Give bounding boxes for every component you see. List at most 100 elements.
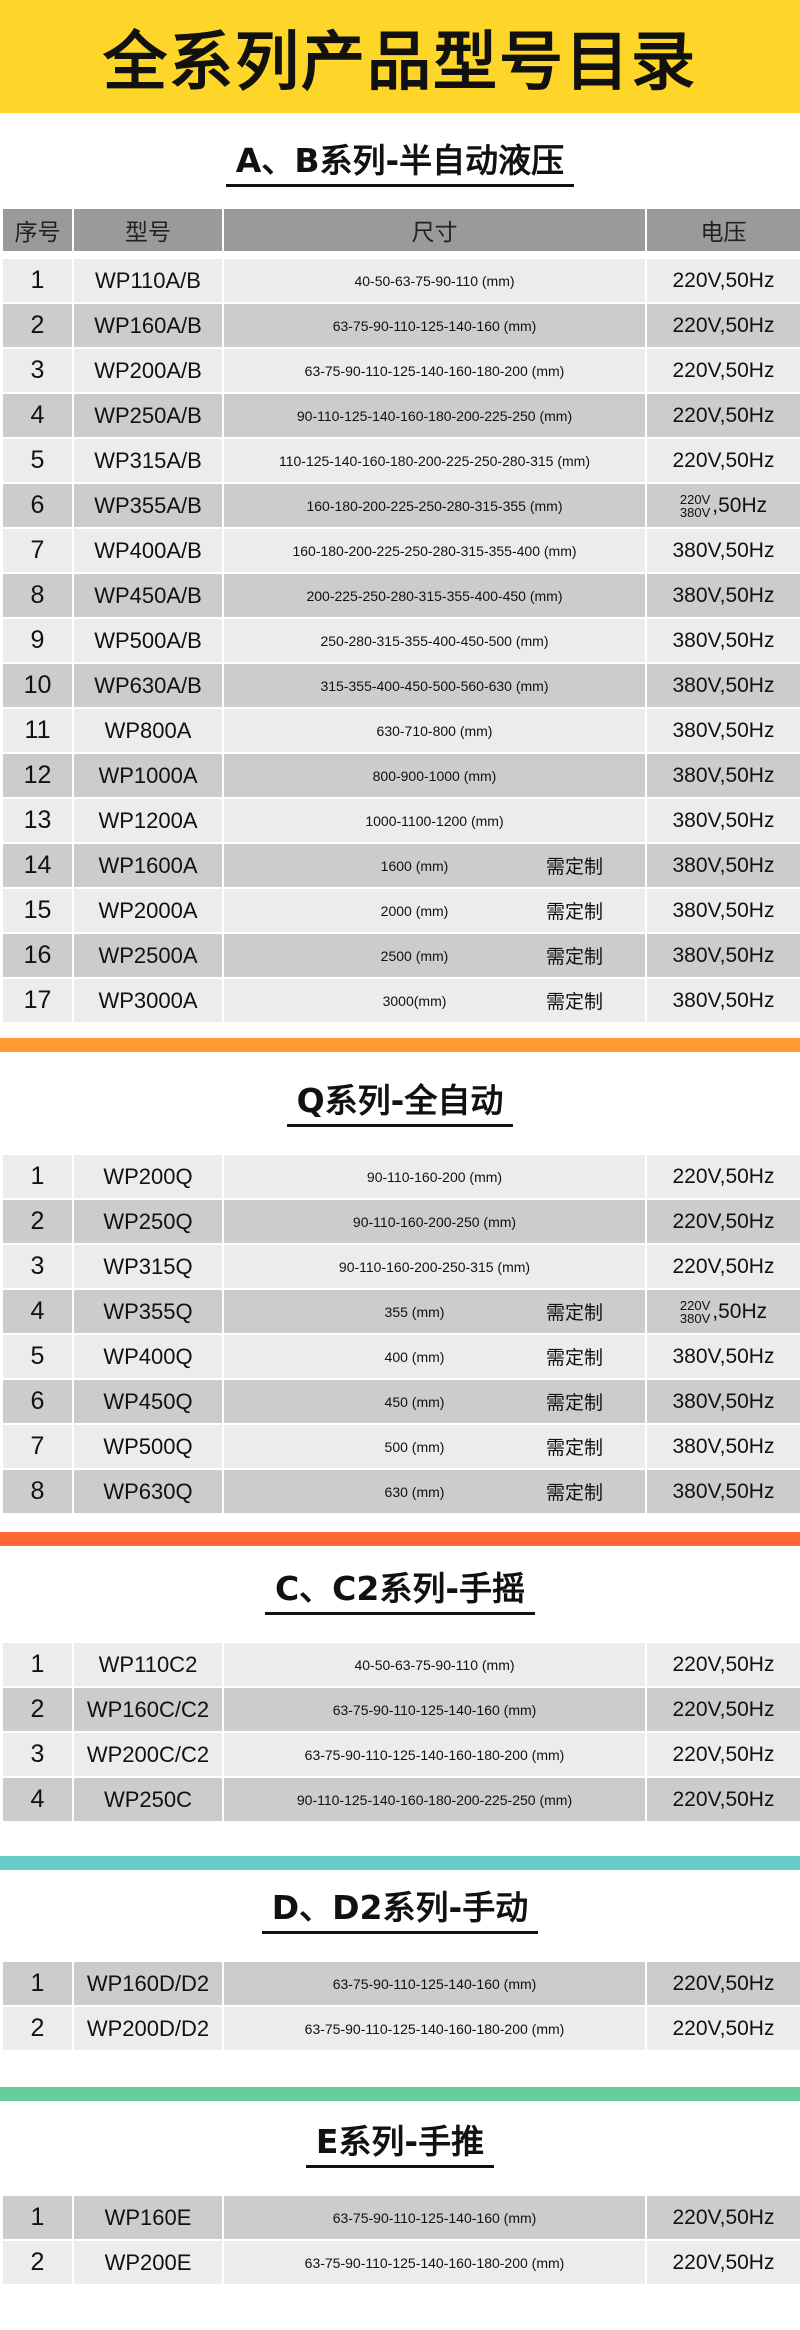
voltage-value: 220V,50Hz (672, 358, 775, 382)
row-number: 2 (3, 2007, 74, 2052)
row-number: 3 (3, 1245, 74, 1290)
custom-order-note: 需定制 (546, 992, 604, 1013)
table-body: 1 WP160E 63-75-90-110-125-140-160 (mm) 220V… (0, 2196, 800, 2286)
table-row: 3 WP200C/C2 63-75-90-110-125-140-160-180-2… (0, 1733, 800, 1778)
model-name: WP630Q (74, 1470, 224, 1515)
section-c: C、C2系列-手摇 1 WP110C2 40-50-63-75-90-110 (mm)… (0, 1567, 800, 1823)
model-name: WP250A/B (74, 394, 224, 439)
size-cell: 40-50-63-75-90-110 (mm) (224, 1643, 647, 1688)
custom-order-note: 需定制 (546, 1483, 604, 1504)
size-cell: 110-125-140-160-180-200-225-250-280-315 … (224, 439, 647, 484)
voltage-cell: 380V,50Hz (647, 574, 800, 619)
table-body: 1 WP160D/D2 63-75-90-110-125-140-160 (mm) 2… (0, 1962, 800, 2052)
section-d: D、D2系列-手动 1 WP160D/D2 63-75-90-110-125-140-… (0, 1886, 800, 2052)
voltage-cell: 220V 380V ,50Hz (647, 1290, 800, 1335)
voltage-value: 380V,50Hz (672, 1479, 775, 1503)
size-cell: 63-75-90-110-125-140-160 (mm) (224, 1688, 647, 1733)
row-number: 1 (3, 1643, 74, 1688)
table-row: 1 WP200Q 90-110-160-200 (mm) 220V,50Hz (0, 1155, 800, 1200)
voltage-value: 220V,50Hz (672, 448, 775, 472)
column-header: 尺寸 (224, 209, 647, 253)
size-cell: 500 (mm) 需定制 (224, 1425, 647, 1470)
voltage-value: 380V,50Hz (672, 853, 775, 877)
section-q: Q系列-全自动 1 WP200Q 90-110-160-200 (mm) 220V,50… (0, 1079, 800, 1515)
model-name: WP110A/B (74, 259, 224, 304)
divider-bar-e (0, 2087, 800, 2101)
table-row: 16 WP2500A 2500 (mm) 需定制 380V,50Hz (0, 934, 800, 979)
size-range: 63-75-90-110-125-140-160-180-200 (mm) (304, 2254, 565, 2271)
row-number: 12 (3, 754, 74, 799)
size-range: 63-75-90-110-125-140-160-180-200 (mm) (304, 2020, 565, 2037)
voltage-cell: 380V,50Hz (647, 844, 800, 889)
row-number: 5 (3, 439, 74, 484)
model-name: WP630A/B (74, 664, 224, 709)
voltage-value: 380V,50Hz (672, 538, 775, 562)
size-range: 160-180-200-225-250-280-315-355-400 (mm) (292, 542, 577, 559)
row-number: 4 (3, 1778, 74, 1823)
voltage-value: 220V,50Hz (672, 2016, 775, 2040)
custom-order-note: 需定制 (546, 1438, 604, 1459)
row-number: 7 (3, 1425, 74, 1470)
column-header: 电压 (647, 209, 800, 253)
model-name: WP355A/B (74, 484, 224, 529)
size-range: 315-355-400-450-500-560-630 (mm) (320, 677, 549, 694)
model-name: WP450Q (74, 1380, 224, 1425)
voltage-value: 220V,50Hz (672, 1697, 775, 1721)
size-range: 40-50-63-75-90-110 (mm) (354, 272, 515, 289)
size-cell: 63-75-90-110-125-140-160 (mm) (224, 1962, 647, 2007)
section-title: C、C2系列-手摇 (264, 1567, 536, 1615)
size-cell: 1000-1100-1200 (mm) (224, 799, 647, 844)
size-cell: 800-900-1000 (mm) (224, 754, 647, 799)
table-row: 1 WP160D/D2 63-75-90-110-125-140-160 (mm) 2… (0, 1962, 800, 2007)
custom-order-note: 需定制 (546, 857, 604, 878)
table-row: 4 WP355Q 355 (mm) 需定制 220V 380V ,50Hz (0, 1290, 800, 1335)
row-number: 7 (3, 529, 74, 574)
size-cell: 90-110-125-140-160-180-200-225-250 (mm) (224, 394, 647, 439)
size-cell: 450 (mm) 需定制 (224, 1380, 647, 1425)
row-number: 14 (3, 844, 74, 889)
table-row: 17 WP3000A 3000(mm) 需定制 380V,50Hz (0, 979, 800, 1024)
size-cell: 630 (mm) 需定制 (224, 1470, 647, 1515)
size-cell: 250-280-315-355-400-450-500 (mm) (224, 619, 647, 664)
voltage-value: 380V,50Hz (672, 763, 775, 787)
column-header: 序号 (3, 209, 74, 253)
row-number: 8 (3, 1470, 74, 1515)
table-row: 14 WP1600A 1600 (mm) 需定制 380V,50Hz (0, 844, 800, 889)
section-ab: A、B系列-半自动液压 序号 型号 尺寸 电压 1 WP110A/B 40-50-63-75-… (0, 139, 800, 1024)
voltage-cell: 220V,50Hz (647, 1733, 800, 1778)
size-range: 63-75-90-110-125-140-160 (mm) (332, 2209, 537, 2226)
voltage-value: 220V,50Hz (672, 1787, 775, 1811)
voltage-value: 380V,50Hz (672, 718, 775, 742)
row-number: 13 (3, 799, 74, 844)
catalog-header: 全系列产品型号目录 (0, 0, 800, 113)
voltage-option: 380V (679, 504, 711, 520)
size-range: 90-110-160-200-250-315 (mm) (338, 1258, 531, 1275)
row-number: 3 (3, 1733, 74, 1778)
size-range: 63-75-90-110-125-140-160-180-200 (mm) (304, 1746, 565, 1763)
size-cell: 90-110-160-200-250 (mm) (224, 1200, 647, 1245)
custom-order-note: 需定制 (546, 1393, 604, 1414)
voltage-cell: 220V,50Hz (647, 2241, 800, 2286)
row-number: 11 (3, 709, 74, 754)
size-cell: 90-110-160-200-250-315 (mm) (224, 1245, 647, 1290)
table-row: 2 WP250Q 90-110-160-200-250 (mm) 220V,50Hz (0, 1200, 800, 1245)
model-name: WP1200A (74, 799, 224, 844)
size-range: 250-280-315-355-400-450-500 (mm) (320, 632, 549, 649)
catalog-title: 全系列产品型号目录 (103, 25, 697, 100)
size-range: 90-110-160-200 (mm) (366, 1168, 503, 1185)
voltage-cell: 220V,50Hz (647, 1155, 800, 1200)
voltage-options: 220V 380V (680, 493, 710, 519)
voltage-options: 220V 380V (680, 1299, 710, 1325)
voltage-cell: 220V,50Hz (647, 1643, 800, 1688)
table-row: 6 WP450Q 450 (mm) 需定制 380V,50Hz (0, 1380, 800, 1425)
size-cell: 40-50-63-75-90-110 (mm) (224, 259, 647, 304)
divider-bar-d (0, 1856, 800, 1870)
model-name: WP1600A (74, 844, 224, 889)
model-name: WP315A/B (74, 439, 224, 484)
table-row: 12 WP1000A 800-900-1000 (mm) 380V,50Hz (0, 754, 800, 799)
custom-order-note: 需定制 (546, 902, 604, 923)
row-number: 3 (3, 349, 74, 394)
custom-order-note: 需定制 (546, 1348, 604, 1369)
row-number: 1 (3, 1962, 74, 2007)
voltage-value: 220V,50Hz (672, 403, 775, 427)
